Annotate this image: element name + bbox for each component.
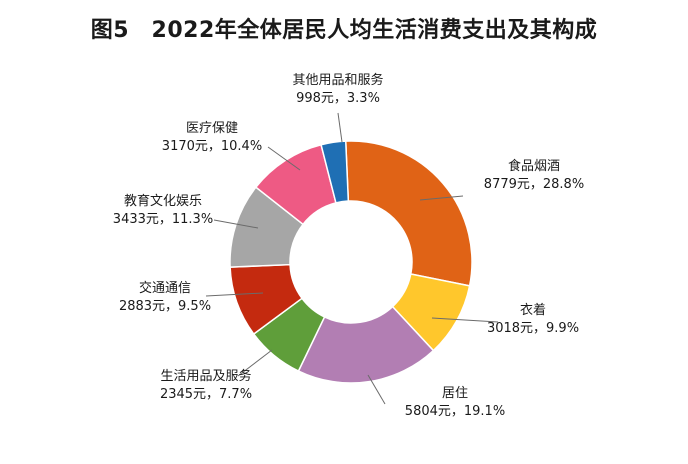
leader-line-5 <box>213 219 259 229</box>
slice-value-label-3: 2345元，7.7% <box>160 387 252 402</box>
slice-name-label-6: 医疗保健 <box>186 121 238 136</box>
leader-line-2 <box>367 374 386 405</box>
slice-value-label-1: 3018元，9.9% <box>487 321 579 336</box>
slice-name-label-7: 其他用品和服务 <box>292 72 383 88</box>
leader-line-0 <box>419 195 464 201</box>
donut-slices <box>229 140 473 384</box>
slice-value-label-7: 998元，3.3% <box>296 91 380 106</box>
slice-labels: 食品烟酒 8779元，28.8% 衣着 3018元，9.9% 居住 5804元，19.1%… <box>113 72 584 419</box>
slice-name-label-1: 衣着 <box>520 302 546 318</box>
leader-line-1 <box>431 317 499 323</box>
chart-title: 图5 2022年全体居民人均生活消费支出及其构成 <box>90 18 598 43</box>
slice-name-label-0: 食品烟酒 <box>508 158 560 174</box>
slice-name-label-5: 教育文化娱乐 <box>124 193 202 209</box>
slice-name-label-4: 交通通信 <box>139 280 191 296</box>
leader-line-7 <box>337 112 343 143</box>
slice-0 <box>344 140 473 287</box>
slice-value-label-2: 5804元，19.1% <box>405 404 505 419</box>
leader-line-6 <box>267 146 301 171</box>
leader-line-3 <box>237 349 273 377</box>
leader-line-4 <box>205 292 264 297</box>
slice-7 <box>320 140 350 204</box>
slice-name-label-3: 生活用品及服务 <box>160 368 251 384</box>
slice-value-label-4: 2883元，9.5% <box>119 299 211 314</box>
slice-value-label-5: 3433元，11.3% <box>113 212 213 227</box>
slice-name-label-2: 居住 <box>442 386 468 401</box>
slice-value-label-6: 3170元，10.4% <box>162 139 262 154</box>
leader-lines <box>205 112 499 405</box>
slice-value-label-0: 8779元，28.8% <box>484 177 584 192</box>
